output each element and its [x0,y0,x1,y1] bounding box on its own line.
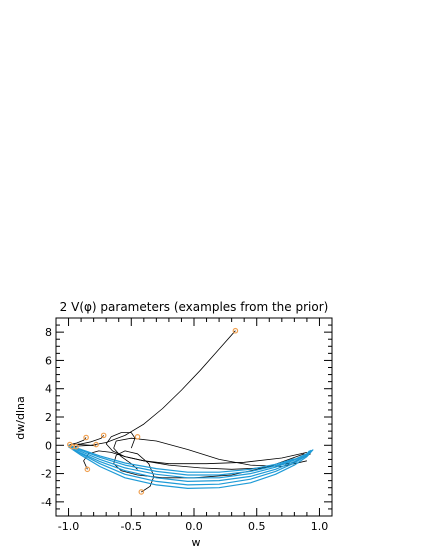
series-line-1 [72,330,236,448]
start-point-marker [232,327,239,334]
axis-ticks: -1.0 -0.5 0.0 0.5 1.0 -4 -2 0 2 4 6 8 [41,317,333,533]
plot-frame [55,317,333,517]
chart-title: 2 V(φ) parameters (examples from the pri… [60,300,329,314]
x-tick-label: -1.0 [58,520,79,533]
x-tick-label: 0.5 [248,520,266,533]
y-tick-label: 4 [45,383,52,396]
y-tick-label: -2 [41,468,52,481]
start-point-marker [100,432,107,439]
series-line-5 [83,450,311,470]
x-axis-label: w [192,536,201,549]
start-point-marker [73,443,79,450]
series-line-15 [68,444,295,473]
start-point-marker [69,443,76,450]
x-tick-label: 0.0 [185,520,203,533]
start-point-marker [93,441,99,448]
y-axis-label: dw/dlna [14,396,27,439]
series-line-10 [68,446,314,489]
series-line-12 [68,446,312,482]
x-tick-label: 1.0 [311,520,329,533]
start-point-marker [84,466,91,473]
start-point-marker [83,434,89,441]
series-line-13 [68,445,310,479]
y-tick-label: 2 [45,411,52,424]
start-point-marker [134,433,141,440]
plot-area [55,317,333,517]
x-tick-label: -0.5 [121,520,142,533]
y-tick-label: 8 [45,326,52,339]
y-tick-label: 6 [45,354,52,367]
start-point-marker [138,489,145,495]
series-line-14 [68,445,308,476]
y-tick-label: -4 [41,496,52,509]
series-line-11 [68,446,313,486]
y-tick-label: 0 [45,439,52,452]
series-line-4 [113,437,307,470]
